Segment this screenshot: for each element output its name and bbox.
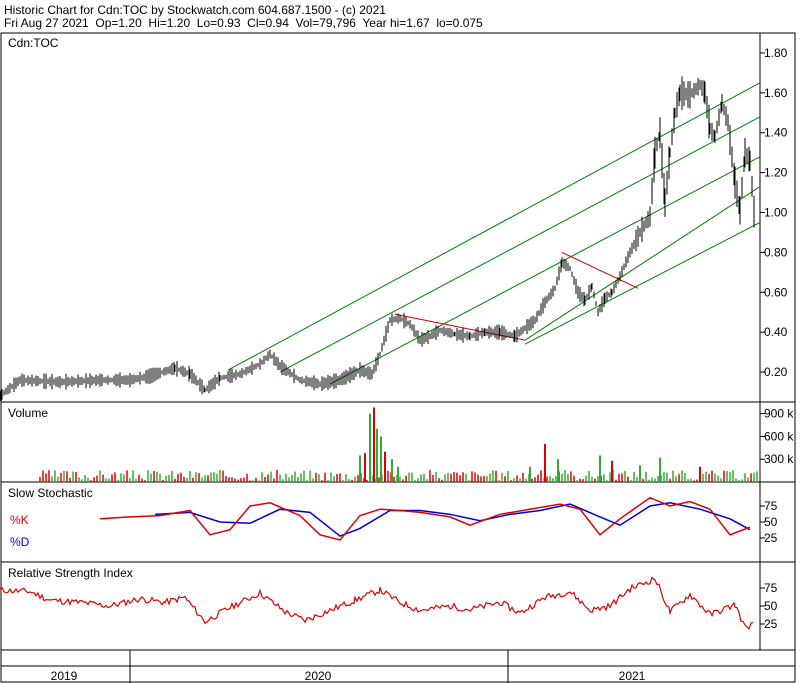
year-label: 2019 <box>51 669 78 683</box>
price-tick-label: 0.40 <box>764 325 788 339</box>
header-line-1: Historic Chart for Cdn:TOC by Stockwatch… <box>4 3 386 17</box>
rsi-panel-title: Relative Strength Index <box>8 566 133 580</box>
stochastic-legend-d: %D <box>10 535 30 549</box>
volume-tick-label: 900 k <box>764 407 794 421</box>
chart-frame <box>0 32 796 683</box>
rsi-tick-label: 50 <box>764 599 778 613</box>
year-label: 2020 <box>305 669 332 683</box>
stochastic-tick-label: 75 <box>764 499 778 513</box>
stochastic-legend-k: %K <box>10 513 29 527</box>
volume-panel-title: Volume <box>8 406 48 420</box>
price-panel-title: Cdn:TOC <box>8 36 59 50</box>
price-tick-label: 1.40 <box>764 126 788 140</box>
year-label: 2021 <box>619 669 646 683</box>
stochastic-d-line <box>154 502 751 537</box>
price-tick-label: 0.60 <box>764 285 788 299</box>
stochastic-tick-label: 25 <box>764 531 778 545</box>
price-tick-label: 1.20 <box>764 166 788 180</box>
price-tick-label: 1.00 <box>764 206 788 220</box>
trend-line-4 <box>524 222 761 345</box>
price-tick-label: 0.80 <box>764 245 788 259</box>
trend-line-3 <box>524 186 761 341</box>
trend-line-6 <box>561 251 639 289</box>
trend-line-0 <box>227 82 761 371</box>
rsi-tick-label: 75 <box>764 581 778 595</box>
stochastic-panel-title: Slow Stochastic <box>8 486 93 500</box>
rsi-tick-label: 25 <box>764 617 778 631</box>
header-line-2: Fri Aug 27 2021 Op=1.20 Hi=1.20 Lo=0.93 … <box>4 16 483 30</box>
trend-line-5 <box>394 313 526 341</box>
trend-line-2 <box>329 156 761 385</box>
volume-tick-label: 300 k <box>764 452 794 466</box>
price-tick-label: 0.20 <box>764 365 788 379</box>
rsi-line <box>0 576 754 631</box>
price-tick-label: 1.80 <box>764 46 788 60</box>
stochastic-k-line <box>99 496 751 541</box>
volume-tick-label: 600 k <box>764 429 794 443</box>
stochastic-tick-label: 50 <box>764 515 778 529</box>
trend-line-1 <box>279 116 761 373</box>
price-tick-label: 1.60 <box>764 86 788 100</box>
